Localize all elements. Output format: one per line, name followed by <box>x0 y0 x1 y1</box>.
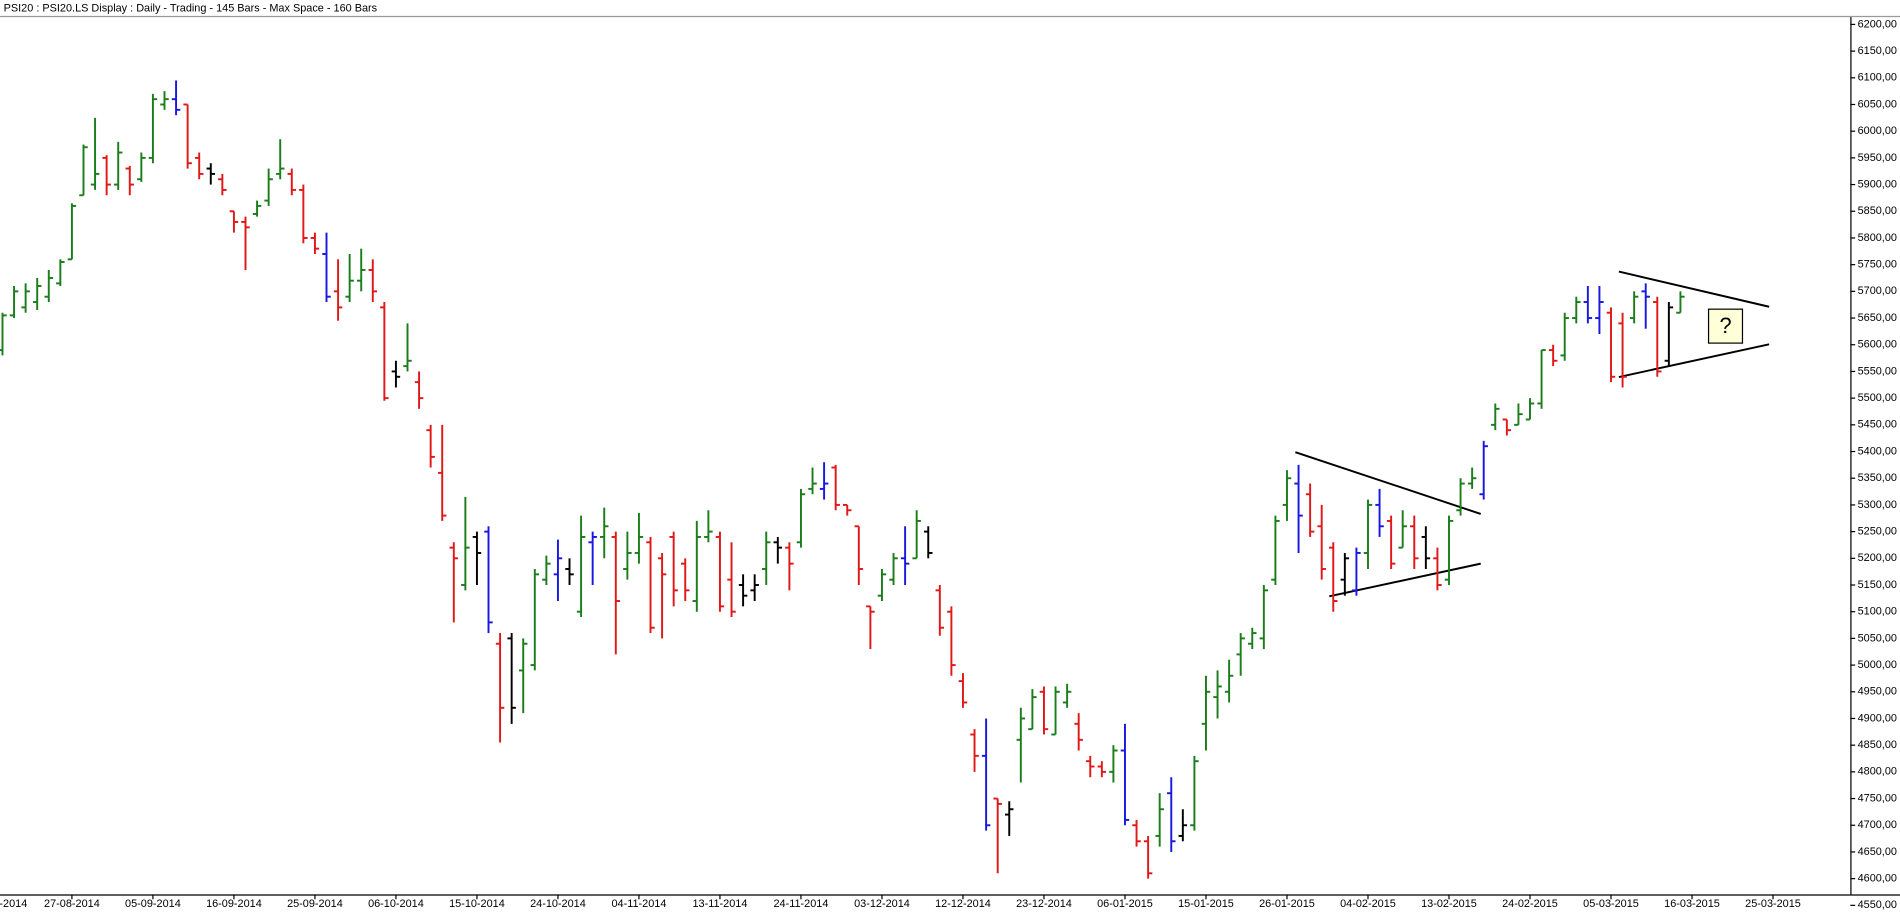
y-tick-label: 5550,00 <box>1858 365 1897 377</box>
y-tick-label: 5900,00 <box>1858 178 1897 190</box>
y-tick-label: 5600,00 <box>1858 339 1897 351</box>
chart-title: PSI20 : PSI20.LS Display : Daily - Tradi… <box>4 3 378 15</box>
y-tick-label: 4800,00 <box>1858 766 1897 778</box>
x-tick-label: 13-11-2014 <box>692 898 747 910</box>
y-tick-label: 5400,00 <box>1858 445 1897 457</box>
y-tick-label: 5450,00 <box>1858 419 1897 431</box>
trend-line <box>1295 451 1482 515</box>
y-tick-label: 5500,00 <box>1858 392 1897 404</box>
x-tick-label: 04-02-2015 <box>1340 898 1396 910</box>
y-tick-label: 5300,00 <box>1858 499 1897 511</box>
y-tick-label: 6200,00 <box>1858 18 1897 30</box>
x-tick-label: 12-12-2014 <box>935 898 991 910</box>
y-tick-label: 5000,00 <box>1858 659 1897 671</box>
x-tick-label: 27-08-2014 <box>44 898 100 910</box>
y-tick-label: 5950,00 <box>1858 152 1897 164</box>
y-tick-label: 6150,00 <box>1858 45 1897 57</box>
y-tick-label: 4650,00 <box>1858 846 1897 858</box>
y-tick-label: 4550,00 <box>1858 899 1897 911</box>
y-tick-label: 5650,00 <box>1858 312 1897 324</box>
y-tick-label: 4700,00 <box>1858 819 1897 831</box>
y-tick-label: 5150,00 <box>1858 579 1897 591</box>
y-tick-label: 6000,00 <box>1858 125 1897 137</box>
y-tick-label: 5350,00 <box>1858 472 1897 484</box>
x-tick-label: 13-02-2015 <box>1421 898 1477 910</box>
y-tick-label: 5200,00 <box>1858 552 1897 564</box>
y-tick-label: 4750,00 <box>1858 792 1897 804</box>
y-tick-label: 5800,00 <box>1858 232 1897 244</box>
x-tick-label: 26-01-2015 <box>1259 898 1315 910</box>
x-tick-label: 15-10-2014 <box>449 898 505 910</box>
annotation-box <box>1707 308 1744 344</box>
x-tick-label: 15-01-2015 <box>1178 898 1234 910</box>
y-tick-label: 5850,00 <box>1858 205 1897 217</box>
x-tick-label: 04-11-2014 <box>611 898 666 910</box>
x-tick-label: 06-01-2015 <box>1097 898 1153 910</box>
y-tick-label: 5750,00 <box>1858 259 1897 271</box>
x-tick-label: 25-03-2015 <box>1745 898 1801 910</box>
x-tick-label: 05-03-2015 <box>1583 898 1639 910</box>
y-tick-label: 5050,00 <box>1858 632 1897 644</box>
y-tick-label: 5700,00 <box>1858 285 1897 297</box>
x-tick-label: 16-03-2015 <box>1664 898 1720 910</box>
y-tick-label: 5100,00 <box>1858 606 1897 618</box>
x-tick-label: 05-09-2014 <box>125 898 181 910</box>
trend-line <box>1618 343 1770 378</box>
y-tick-label: 4600,00 <box>1858 873 1897 885</box>
trend-line <box>1618 270 1770 308</box>
x-tick-label: 06-10-2014 <box>368 898 424 910</box>
y-tick-label: 6050,00 <box>1858 98 1897 110</box>
annotation: ? <box>1719 313 1731 338</box>
x-tick-label: 24-10-2014 <box>530 898 586 910</box>
y-tick-label: 4850,00 <box>1858 739 1897 751</box>
x-tick-label: 24-11-2014 <box>774 898 829 910</box>
x-tick-label: 16-09-2014 <box>206 898 262 910</box>
y-tick-label: 4900,00 <box>1858 712 1897 724</box>
x-tick-label: -2014 <box>0 898 27 910</box>
x-tick-label: 24-02-2015 <box>1502 898 1558 910</box>
x-tick-label: 03-12-2014 <box>854 898 910 910</box>
y-tick-label: 5250,00 <box>1858 525 1897 537</box>
y-tick-label: 6100,00 <box>1858 72 1897 84</box>
y-tick-label: 4950,00 <box>1858 686 1897 698</box>
x-tick-label: 23-12-2014 <box>1016 898 1072 910</box>
x-tick-label: 25-09-2014 <box>287 898 343 910</box>
